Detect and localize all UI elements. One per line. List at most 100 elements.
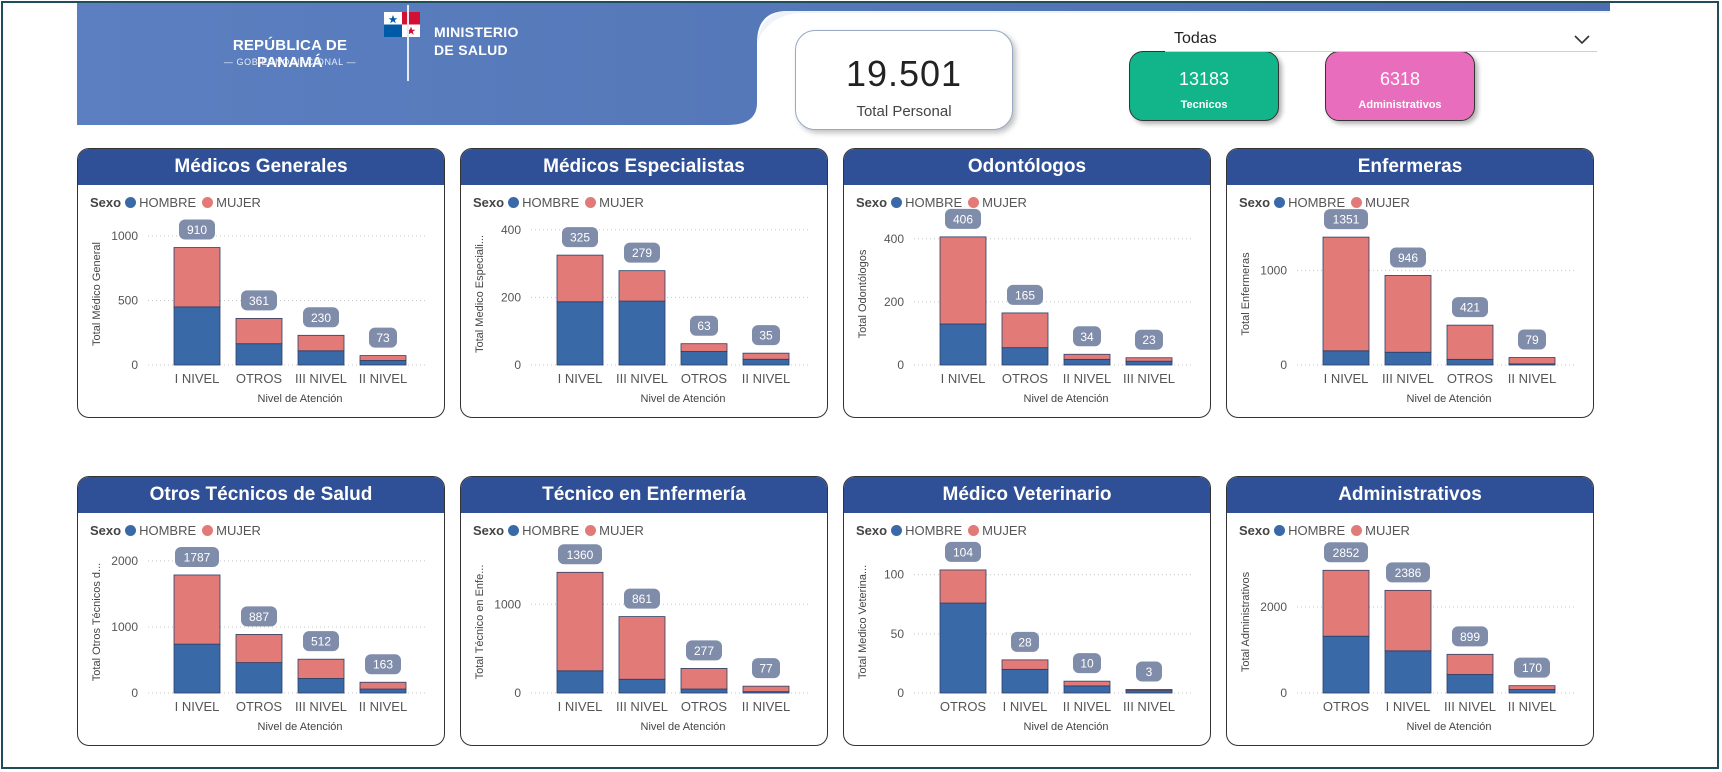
bar-mujer[interactable] xyxy=(359,681,407,690)
bar-hombre[interactable] xyxy=(1508,689,1556,694)
chevron-down-icon[interactable] xyxy=(1573,32,1591,46)
bar-mujer[interactable] xyxy=(618,270,666,302)
bar-hombre[interactable] xyxy=(680,351,728,366)
bar-hombre[interactable] xyxy=(1001,347,1049,366)
bar-mujer[interactable] xyxy=(556,254,604,303)
legend-item-mujer[interactable]: MUJER xyxy=(202,523,261,538)
legend-dot-mujer xyxy=(1351,197,1363,208)
bar-hombre[interactable] xyxy=(1384,650,1432,694)
bar-mujer[interactable] xyxy=(297,334,345,352)
data-label: 1360 xyxy=(567,548,594,562)
legend-item-mujer[interactable]: MUJER xyxy=(202,195,261,210)
bar-mujer[interactable] xyxy=(1001,312,1049,349)
legend-item-hombre[interactable]: HOMBRE xyxy=(891,195,962,210)
bar-mujer[interactable] xyxy=(1125,689,1173,692)
bar-mujer[interactable] xyxy=(556,571,604,672)
region-dropdown[interactable]: Todas xyxy=(1165,26,1597,52)
legend-item-mujer[interactable]: MUJER xyxy=(585,523,644,538)
data-label-pill xyxy=(945,208,981,229)
y-tick-label: 0 xyxy=(1280,686,1287,700)
legend-item-mujer[interactable]: MUJER xyxy=(1351,195,1410,210)
chart-legend: Sexo HOMBRE MUJER xyxy=(90,195,267,211)
bar-mujer[interactable] xyxy=(1001,659,1049,670)
bar-hombre[interactable] xyxy=(1063,358,1111,366)
bar-mujer[interactable] xyxy=(359,355,407,361)
bar-hombre[interactable] xyxy=(1125,360,1173,366)
bar-mujer[interactable] xyxy=(1446,324,1494,360)
legend-item-mujer[interactable]: MUJER xyxy=(585,195,644,210)
bar-mujer[interactable] xyxy=(297,658,345,679)
legend-item-hombre[interactable]: HOMBRE xyxy=(1274,195,1345,210)
bar-mujer[interactable] xyxy=(939,236,987,325)
bar-mujer[interactable] xyxy=(235,317,283,345)
bar-hombre[interactable] xyxy=(1063,685,1111,694)
legend-item-mujer[interactable]: MUJER xyxy=(968,195,1027,210)
bar-mujer[interactable] xyxy=(1446,653,1494,675)
bar-hombre[interactable] xyxy=(939,323,987,366)
chart-legend: Sexo HOMBRE MUJER xyxy=(856,195,1033,211)
bar-hombre[interactable] xyxy=(1322,350,1370,366)
chart-plot-odontologos: 0 200 400 Total Odontólogos 406 I NIVEL 165 OTR… xyxy=(857,208,1194,405)
bar-mujer[interactable] xyxy=(742,352,790,360)
bar-mujer[interactable] xyxy=(618,616,666,680)
data-label-pill xyxy=(1452,626,1488,647)
legend-item-hombre[interactable]: HOMBRE xyxy=(891,523,962,538)
bar-hombre[interactable] xyxy=(1322,635,1370,694)
bar-mujer[interactable] xyxy=(1384,275,1432,353)
bar-hombre[interactable] xyxy=(235,662,283,694)
bar-mujer[interactable] xyxy=(1322,569,1370,637)
x-tick-label: II NIVEL xyxy=(359,699,407,714)
legend-item-hombre[interactable]: HOMBRE xyxy=(1274,523,1345,538)
x-tick-label: III NIVEL xyxy=(1382,371,1434,386)
data-label: 1787 xyxy=(184,550,211,564)
bar-hombre[interactable] xyxy=(618,678,666,694)
x-tick-label: III NIVEL xyxy=(1123,371,1175,386)
bar-hombre[interactable] xyxy=(173,306,221,366)
bar-mujer[interactable] xyxy=(235,634,283,664)
data-label: 34 xyxy=(1080,330,1094,344)
bar-hombre[interactable] xyxy=(680,688,728,694)
bar-mujer[interactable] xyxy=(939,569,987,604)
bar-mujer[interactable] xyxy=(173,574,221,645)
bar-hombre[interactable] xyxy=(297,350,345,366)
legend-item-hombre[interactable]: HOMBRE xyxy=(125,523,196,538)
data-label: 421 xyxy=(1460,301,1480,315)
bar-hombre[interactable] xyxy=(1446,358,1494,366)
data-label: 63 xyxy=(697,319,711,333)
bar-mujer[interactable] xyxy=(1508,357,1556,365)
legend-item-mujer[interactable]: MUJER xyxy=(968,523,1027,538)
bar-mujer[interactable] xyxy=(742,685,790,693)
legend-item-hombre[interactable]: HOMBRE xyxy=(508,523,579,538)
bar-hombre[interactable] xyxy=(556,301,604,366)
bar-mujer[interactable] xyxy=(1063,680,1111,687)
legend-item-hombre[interactable]: HOMBRE xyxy=(508,195,579,210)
republic-title: REPÚBLICA DE PANAMÁ xyxy=(232,37,348,71)
bar-hombre[interactable] xyxy=(297,678,345,694)
bar-hombre[interactable] xyxy=(939,602,987,694)
bar-hombre[interactable] xyxy=(556,670,604,694)
data-label-pill xyxy=(1514,657,1550,678)
bar-hombre[interactable] xyxy=(618,300,666,366)
bar-hombre[interactable] xyxy=(235,343,283,366)
legend-item-mujer[interactable]: MUJER xyxy=(1351,523,1410,538)
bar-mujer[interactable] xyxy=(1125,357,1173,362)
bar-mujer[interactable] xyxy=(1063,353,1111,360)
legend-item-hombre[interactable]: HOMBRE xyxy=(125,195,196,210)
bar-hombre[interactable] xyxy=(1384,351,1432,366)
bar-mujer[interactable] xyxy=(680,668,728,690)
bar-hombre[interactable] xyxy=(742,358,790,366)
bar-hombre[interactable] xyxy=(359,688,407,694)
legend-dot-hombre xyxy=(1274,525,1286,536)
data-label: 512 xyxy=(311,635,331,649)
bar-hombre[interactable] xyxy=(1446,674,1494,694)
bar-hombre[interactable] xyxy=(1001,668,1049,694)
bar-hombre[interactable] xyxy=(359,360,407,366)
chart-legend: Sexo HOMBRE MUJER xyxy=(473,523,650,539)
bar-hombre[interactable] xyxy=(173,643,221,694)
data-label-pill xyxy=(1073,326,1101,347)
bar-mujer[interactable] xyxy=(1384,589,1432,652)
bar-mujer[interactable] xyxy=(173,247,221,308)
bar-mujer[interactable] xyxy=(1508,685,1556,690)
bar-mujer[interactable] xyxy=(1322,236,1370,352)
bar-mujer[interactable] xyxy=(680,343,728,352)
